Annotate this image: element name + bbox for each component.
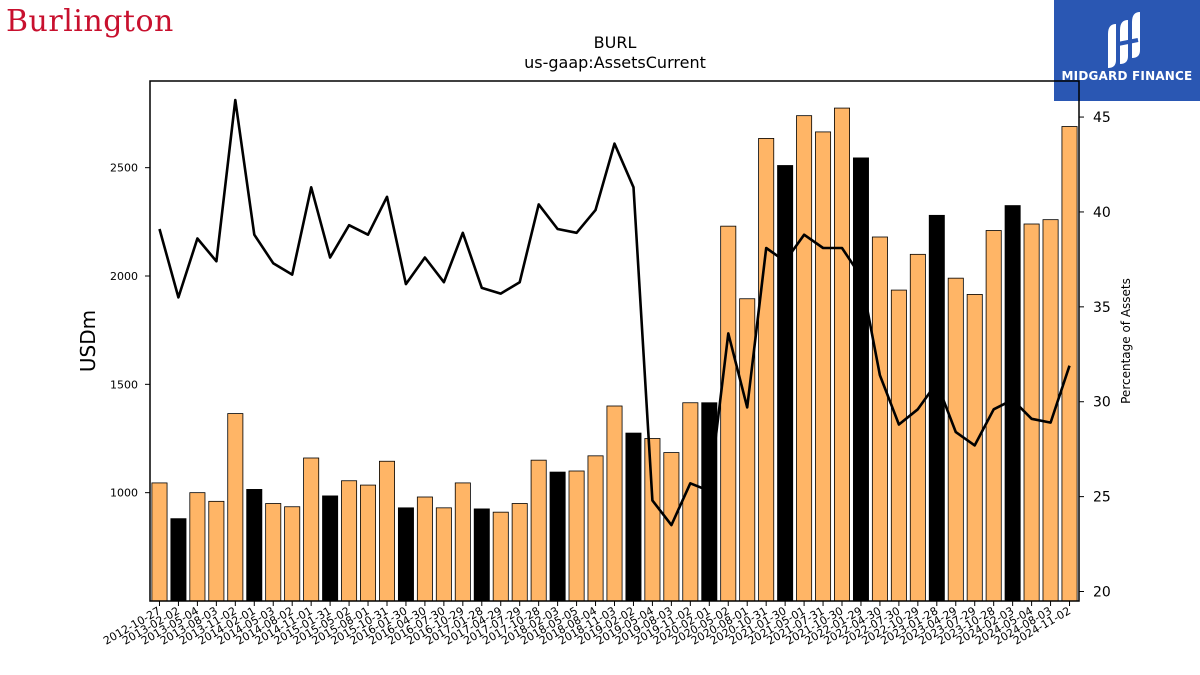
bar-2023-07-29 [966,294,983,602]
midgard-logo-icon [1108,12,1140,68]
bar-2019-02-02 [625,432,642,602]
line-series [158,98,1071,527]
bar-2021-01-30 [777,165,794,602]
bar-2015-01-31 [322,495,339,602]
bar-2013-08-03 [208,500,225,602]
bar-2018-08-04 [587,455,604,602]
chart-subtitle: us-gaap:AssetsCurrent [524,53,706,72]
bar-2024-11-02 [1061,126,1078,602]
bar-2021-10-30 [834,107,850,602]
y-axis-label: USDm [76,310,100,372]
bar-2023-04-29 [947,277,964,602]
bar-2019-05-04 [644,438,661,602]
chart-title: BURL [594,33,637,52]
bar-2018-05-05 [568,470,585,602]
bar-2023-10-28 [985,230,1002,602]
y-tick-label: 2000 [110,270,138,283]
bar-2018-11-03 [606,405,623,602]
bar-2020-05-02 [720,225,737,602]
bar-2023-01-28 [928,214,945,602]
bar-2017-07-29 [511,503,528,602]
y2-axis-label: Percentage of Assets [1119,278,1133,404]
bar-2015-08-01 [360,484,377,602]
bar-2018-02-03 [549,471,566,602]
bar-2022-01-29 [852,157,869,602]
bar-2013-02-02 [170,518,187,602]
bar-2016-10-29 [454,482,471,602]
bar-2016-01-30 [397,507,414,602]
bar-2020-08-01 [739,298,756,602]
bar-2012-10-27 [151,482,168,602]
y-tick-label: 1000 [110,487,138,500]
bar-2022-10-29 [909,253,926,602]
bar-2013-11-02 [227,413,244,602]
bar-2017-01-28 [473,508,490,602]
midgard-finance-logo: MIDGARD FINANCE [1054,0,1200,101]
bar-2021-05-01 [796,115,813,602]
left-axis: 1000 1500 2000 2500 [110,162,150,500]
bar-2022-04-30 [871,236,888,602]
bar-2014-05-03 [265,503,282,602]
bar-2022-07-30 [890,289,907,602]
burlington-logo: Burlington [6,4,174,39]
bar-2013-05-04 [189,492,206,602]
y-tick-label: 1500 [110,378,138,391]
y2-tick-label: 30 [1093,395,1111,411]
bar-2017-10-28 [530,459,547,602]
x-axis: 2012-10-272013-02-022013-05-042013-08-03… [101,601,1073,648]
bar-2014-02-01 [246,489,263,602]
bar-2019-11-02 [682,402,699,602]
y2-tick-label: 35 [1093,300,1111,316]
bar-series [151,107,1078,602]
finance-logo-text: MIDGARD FINANCE [1061,69,1193,83]
bar-2019-08-03 [663,452,680,602]
y-tick-label: 2500 [110,162,138,175]
y2-tick-label: 45 [1093,110,1111,126]
y2-tick-label: 20 [1093,585,1111,601]
bar-2021-07-31 [815,131,832,602]
bar-2014-11-01 [303,457,320,602]
bar-2015-10-31 [379,460,395,602]
bar-2014-08-02 [284,506,301,602]
bar-2016-04-30 [416,496,433,602]
bar-2015-05-02 [341,480,358,602]
right-axis: 20 25 30 35 40 45 [1079,110,1111,601]
bar-2020-02-01 [701,402,718,602]
bar-2016-07-30 [435,507,452,602]
y2-tick-label: 40 [1093,205,1111,221]
y2-tick-label: 25 [1093,490,1111,506]
bar-2020-10-31 [758,138,775,602]
bar-2017-04-29 [492,511,509,602]
